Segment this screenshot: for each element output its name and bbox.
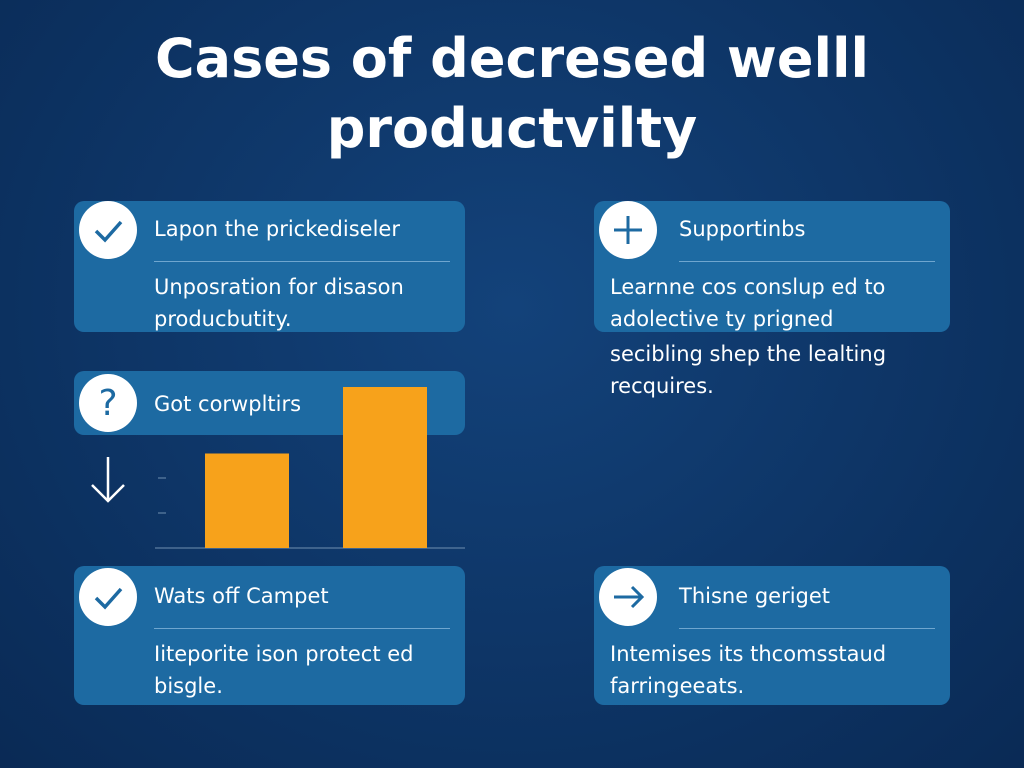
bar <box>205 453 289 548</box>
note-text: recquires. <box>610 374 714 398</box>
card: Thisne geriget Intemises its thcomsstaud… <box>594 566 950 705</box>
card-heading: Supportinbs <box>679 217 806 241</box>
title: Cases of decresed welll <box>155 27 869 90</box>
check-icon <box>79 201 137 259</box>
divider <box>154 628 450 629</box>
card-text: Learnne cos conslup ed to <box>610 275 886 299</box>
divider <box>679 261 935 262</box>
bar <box>343 387 427 548</box>
divider <box>154 261 450 262</box>
question-icon: ? <box>79 374 137 432</box>
note-text: secibling shep the lealting <box>610 342 887 366</box>
card-heading: Got corwpltirs <box>154 392 302 416</box>
card: Lapon the prickediseler Unposration for … <box>74 201 465 332</box>
card-text: farringeeats. <box>610 674 745 698</box>
card-heading: Wats off Campet <box>154 584 329 608</box>
down-arrow <box>91 457 125 503</box>
card-text: Iiteporite ison protect ed <box>154 642 414 666</box>
card-heading: Lapon the prickediseler <box>154 217 400 241</box>
divider <box>679 628 935 629</box>
svg-text:?: ? <box>98 383 117 424</box>
arrow-icon <box>599 568 657 626</box>
check-icon <box>79 568 137 626</box>
card-text: adolective ty prigned <box>610 307 834 331</box>
card-text: Intemises its thcomsstaud <box>610 642 887 666</box>
card: Wats off Campet Iiteporite ison protect … <box>74 566 465 705</box>
card-text: producbutity. <box>154 307 292 331</box>
card-text: bisgle. <box>154 674 223 698</box>
title: productvilty <box>326 97 698 160</box>
bar-chart <box>155 387 465 549</box>
plus-icon <box>599 201 657 259</box>
card: Supportinbs Learnne cos conslup ed to ad… <box>594 201 950 332</box>
card-heading: Thisne geriget <box>679 584 831 608</box>
card-text: Unposration for disason <box>154 275 404 299</box>
